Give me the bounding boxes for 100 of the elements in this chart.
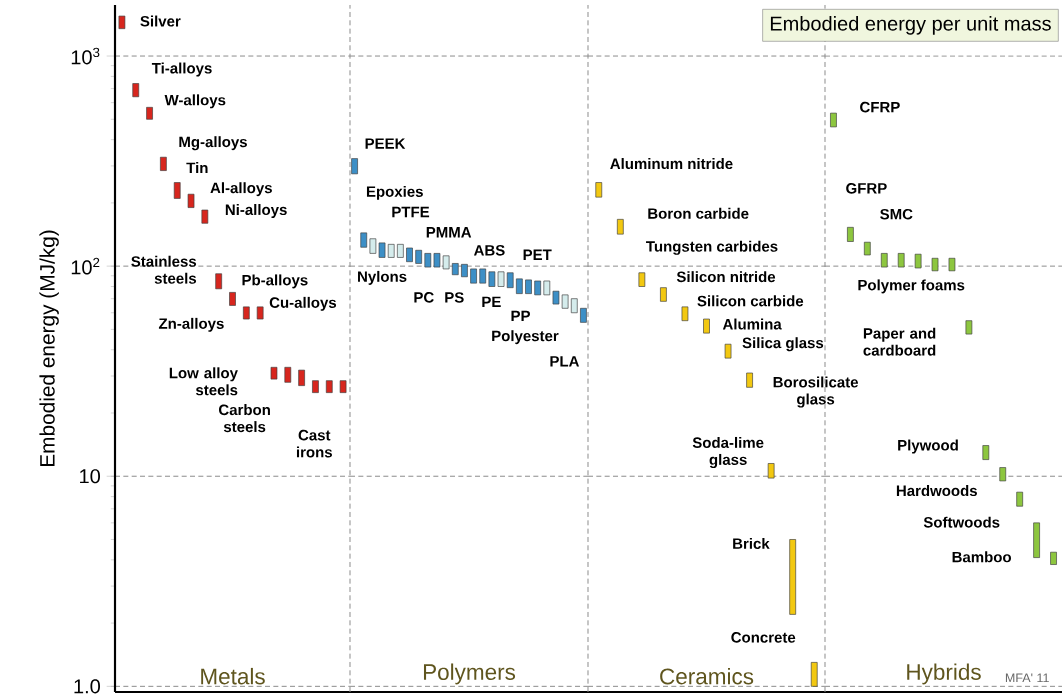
bar <box>948 257 956 272</box>
annotation: PTFE <box>392 206 430 218</box>
bar <box>506 272 514 289</box>
bar <box>914 253 922 269</box>
bar <box>681 306 689 322</box>
bar <box>543 280 551 296</box>
annotation: PEEK <box>365 138 406 149</box>
bar <box>298 369 305 386</box>
bar <box>461 263 468 278</box>
bar <box>360 232 368 248</box>
annotation: Epoxies <box>366 185 423 200</box>
annotation: Silver <box>140 15 181 27</box>
annotation: Silicon nitride <box>676 271 776 283</box>
annotation: Ti-alloys <box>151 62 212 77</box>
bar <box>387 243 395 258</box>
annotation: Concrete <box>731 632 796 643</box>
bar <box>999 467 1007 482</box>
y-tick-label: 10$^{2}$ <box>71 257 100 275</box>
bar <box>863 241 871 256</box>
y-tick-label: 1.0 <box>74 679 101 694</box>
annotation: CFRP <box>860 101 900 113</box>
bar <box>146 107 153 120</box>
annotation: PE <box>482 296 501 308</box>
annotation: Alumina <box>722 318 782 330</box>
bar <box>415 249 422 264</box>
annotation: Boron carbide <box>648 207 749 219</box>
bar <box>284 366 292 383</box>
annotation: Polyester <box>492 330 559 345</box>
bar <box>187 193 195 208</box>
annotation: W-alloys <box>164 94 226 109</box>
bar <box>830 112 837 128</box>
bar <box>1033 522 1040 558</box>
annotation: Brick <box>733 537 770 549</box>
bar <box>1016 491 1024 507</box>
bar <box>339 380 347 393</box>
bar <box>580 307 587 323</box>
annotation: PLA <box>550 356 580 367</box>
bar <box>724 343 732 359</box>
annotation: Cast irons <box>296 429 333 458</box>
bar <box>270 366 278 380</box>
bar <box>660 287 667 302</box>
annotation: Tungsten carbides <box>646 240 778 255</box>
bar <box>312 380 319 393</box>
bar <box>256 306 264 320</box>
bar <box>215 273 223 290</box>
bar <box>982 445 990 460</box>
annotation: Tin <box>186 162 208 173</box>
bar <box>325 380 333 393</box>
annotation: Polymer foams <box>858 279 965 294</box>
y-tick-label: 10 <box>80 469 101 484</box>
bar <box>810 662 818 687</box>
bar <box>229 292 236 306</box>
annotation: Carbon steels <box>219 404 270 433</box>
bar <box>897 253 905 268</box>
annotation: Mg-alloys <box>179 136 247 151</box>
bar <box>965 320 973 335</box>
bar <box>570 298 578 314</box>
annotation: MFA' 11 <box>1005 673 1049 683</box>
bar <box>534 280 541 296</box>
annotation: PMMA <box>426 227 472 238</box>
annotation: Silicon carbide <box>697 295 804 307</box>
bar <box>516 278 523 294</box>
annotation: Zn-alloys <box>158 317 224 332</box>
bar <box>746 372 753 388</box>
y-tick-label: 10$^{3}$ <box>71 47 100 65</box>
annotation: Low alloy steels <box>169 367 238 396</box>
bar <box>451 263 459 276</box>
bar <box>118 15 126 29</box>
annotation: Aluminum nitride <box>610 158 733 170</box>
bar <box>1050 551 1057 565</box>
annotation: Paper and cardboard <box>863 327 936 356</box>
annotation: ABS <box>473 245 505 256</box>
bar <box>767 463 775 479</box>
annotation: PP <box>511 310 530 322</box>
bar <box>132 83 140 98</box>
bar <box>424 253 432 268</box>
annotation: Hardwoods <box>896 485 977 497</box>
annotation: Borosilicate glass <box>773 376 859 408</box>
annotation: Pb-alloys <box>242 274 308 289</box>
annotation: PET <box>523 249 552 260</box>
bar <box>880 253 888 268</box>
x-axis-title: Metals <box>201 667 265 685</box>
bar <box>160 156 167 171</box>
bar <box>703 318 710 334</box>
x-axis-title: Hybrids <box>907 663 981 685</box>
annotation: Bamboo <box>952 551 1012 563</box>
annotation: SMC <box>880 208 913 220</box>
bar <box>173 182 181 199</box>
x-axis-title: Ceramics <box>660 667 754 685</box>
annotation: Ni-alloys <box>225 204 287 219</box>
annotation: PS <box>445 292 464 303</box>
bar <box>406 247 413 263</box>
bar <box>789 539 797 615</box>
annotation: GFRP <box>846 183 887 194</box>
bar <box>479 268 487 284</box>
bar <box>242 306 250 320</box>
bar <box>616 219 624 235</box>
bar <box>931 257 939 272</box>
bar <box>847 227 854 242</box>
annotation: Softwoods <box>923 516 1000 528</box>
